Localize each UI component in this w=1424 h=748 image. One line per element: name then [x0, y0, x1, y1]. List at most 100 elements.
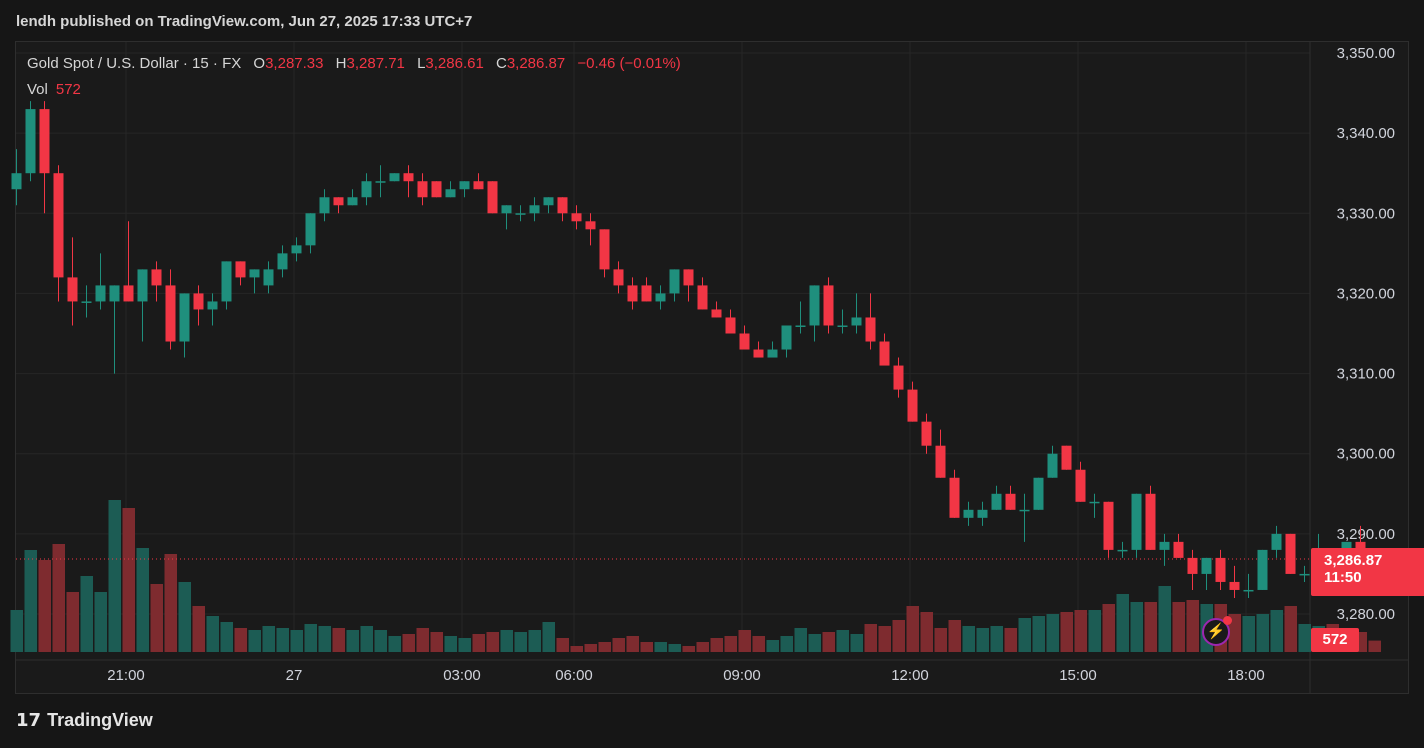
volume-bar: [304, 624, 317, 652]
volume-bar: [1256, 614, 1269, 652]
candle-body: [305, 213, 316, 246]
candle-body: [333, 197, 344, 206]
last-volume-tag: 572: [1311, 628, 1359, 652]
candle-body: [1061, 445, 1072, 470]
volume-bar: [24, 550, 37, 652]
publish-header: lendh published on TradingView.com, Jun …: [16, 13, 473, 30]
volume-bar: [906, 606, 919, 652]
volume-bar: [598, 642, 611, 652]
volume-bar: [486, 632, 499, 652]
candle-body: [137, 269, 148, 302]
notification-dot: [1223, 616, 1232, 625]
candle-body: [795, 325, 806, 327]
volume-bar: [1158, 586, 1171, 652]
ohlc-legend: Gold Spot / U.S. Dollar · 15 · FX O3,287…: [27, 55, 681, 72]
candle-body: [403, 173, 414, 182]
candle-body: [1271, 533, 1282, 550]
candle-body: [1075, 469, 1086, 502]
x-tick-label: 15:00: [1059, 667, 1097, 684]
candle-body: [809, 285, 820, 326]
candle-body: [39, 109, 50, 174]
x-tick-label: 12:00: [891, 667, 929, 684]
candle-body: [697, 285, 708, 310]
volume-bar: [1018, 618, 1031, 652]
candle-body: [151, 269, 162, 286]
brand-footer[interactable]: 𝟭𝟳 TradingView: [16, 710, 153, 731]
volume-bar: [920, 612, 933, 652]
y-tick-label: 3,300.00: [1337, 446, 1395, 463]
candle-body: [1005, 493, 1016, 510]
volume-bar: [962, 626, 975, 652]
volume-bar: [514, 632, 527, 652]
volume-bar: [752, 636, 765, 652]
volume-bar: [850, 634, 863, 652]
candle-body: [123, 285, 134, 302]
last-price-tag: 3,286.87 11:50: [1311, 548, 1424, 596]
volume-bar: [1060, 612, 1073, 652]
candle-body: [11, 173, 22, 190]
candle-body: [1117, 549, 1128, 552]
candle-body: [1215, 557, 1226, 582]
x-tick-label: 18:00: [1227, 667, 1265, 684]
candle-body: [165, 285, 176, 342]
volume-bar: [444, 636, 457, 652]
lightning-bolt-icon[interactable]: ⚡: [1202, 616, 1232, 646]
high-label: H: [335, 55, 347, 72]
volume-bar: [570, 646, 583, 652]
volume-value: 572: [55, 81, 81, 98]
volume-bar: [836, 630, 849, 652]
volume-bar: [220, 622, 233, 652]
volume-bar: [1088, 610, 1101, 652]
volume-bar: [640, 642, 653, 652]
volume-bar: [612, 638, 625, 652]
volume-bar: [710, 638, 723, 652]
close-value: 3,286.87: [506, 55, 566, 72]
volume-bar: [332, 628, 345, 652]
candle-body: [725, 317, 736, 334]
candle-body: [1285, 533, 1296, 574]
bar-countdown: 11:50: [1324, 569, 1362, 586]
symbol-label[interactable]: Gold Spot / U.S. Dollar · 15 · FX: [27, 55, 242, 72]
volume-bar: [122, 508, 135, 652]
candle-body: [683, 269, 694, 286]
candle-body: [571, 213, 582, 222]
candle-body: [1159, 541, 1170, 550]
volume-bar: [248, 630, 261, 652]
volume-bar: [108, 500, 121, 652]
open-value: 3,287.33: [265, 55, 324, 72]
candle-body: [459, 181, 470, 190]
volume-bar: [206, 616, 219, 652]
candle-body: [669, 269, 680, 294]
x-tick-label: 09:00: [723, 667, 761, 684]
chart-frame[interactable]: [15, 41, 1409, 694]
candle-body: [907, 389, 918, 422]
volume-bar: [1144, 602, 1157, 652]
candle-body: [263, 269, 274, 286]
candle-body: [1257, 549, 1268, 590]
volume-bar: [766, 640, 779, 652]
volume-bar: [654, 642, 667, 652]
volume-bar: [430, 632, 443, 652]
volume-bar: [682, 646, 695, 652]
candle-body: [67, 277, 78, 302]
candle-body: [207, 301, 218, 310]
volume-bar: [234, 628, 247, 652]
candle-body: [431, 181, 442, 198]
candle-body: [641, 285, 652, 302]
volume-bar: [80, 576, 93, 652]
candle-body: [739, 333, 750, 350]
candle-body: [823, 285, 834, 326]
candle-body: [949, 477, 960, 518]
volume-bar: [1228, 614, 1241, 652]
volume-bar: [528, 630, 541, 652]
volume-bar: [626, 636, 639, 652]
y-tick-label: 3,310.00: [1337, 366, 1395, 383]
candle-body: [543, 197, 554, 206]
volume-bar: [318, 626, 331, 652]
volume-bar: [262, 626, 275, 652]
volume-bar: [1130, 602, 1143, 652]
y-tick-label: 3,330.00: [1337, 205, 1395, 222]
volume-label[interactable]: Vol: [27, 81, 48, 98]
volume-bar: [892, 620, 905, 652]
